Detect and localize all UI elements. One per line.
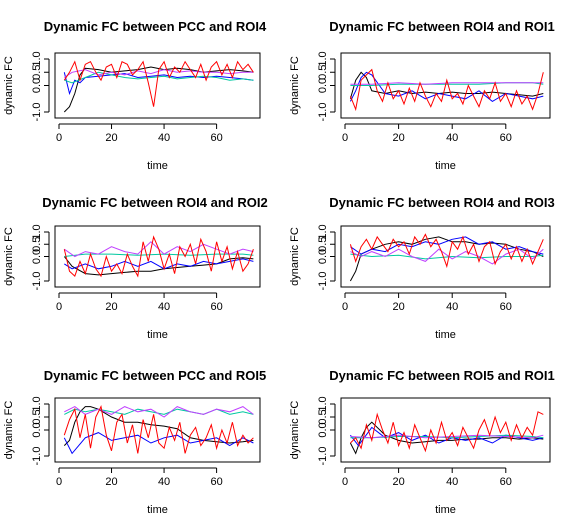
panel-1-y-tick-label: 1.0 xyxy=(31,51,43,66)
panel-2-y-tick-label: 0.5 xyxy=(317,65,329,80)
panel-5-x-tick-label: 0 xyxy=(56,476,62,488)
panel-2-series-line-5 xyxy=(349,68,544,112)
panel-6-x-tick-label: 20 xyxy=(392,476,404,488)
panel-3-y-tick-label: -1.0 xyxy=(31,272,43,291)
panel-4-series-line-2 xyxy=(350,236,544,255)
panel-5-series-line-1 xyxy=(63,406,254,446)
panel-1-x-tick-label: 0 xyxy=(56,132,62,144)
panel-1-y-tick-label: 0.0 xyxy=(31,78,43,93)
panel-6-y-tick-label: -1.0 xyxy=(317,447,329,466)
panel-4-y-tick-label: 0.5 xyxy=(317,237,329,252)
panel-1-y-label: dynamic FC xyxy=(3,56,15,115)
panel-4-plot-frame xyxy=(340,225,551,288)
panel-6-x-tick-label: 0 xyxy=(342,476,348,488)
panel-2-series-line-2 xyxy=(349,71,544,103)
panel-5-y-label: dynamic FC xyxy=(3,401,15,460)
panel-4-y-label: dynamic FC xyxy=(289,227,301,286)
panel-5-x-tick-label: 40 xyxy=(158,476,170,488)
panel-1-x-tick-label: 60 xyxy=(210,132,222,144)
panel-2-title: Dynamic FC between ROI4 and ROI1 xyxy=(329,19,554,34)
panel-3-y-label: dynamic FC xyxy=(3,227,15,286)
panel-2-series-line-4 xyxy=(350,82,544,85)
panel-5-x-label: time xyxy=(147,504,168,516)
panel-2-plot-frame xyxy=(340,52,551,119)
panel-3-x-label: time xyxy=(147,329,168,341)
panel-4-x-tick-label: 60 xyxy=(500,301,512,313)
panel-4-y-tick-label: 0.0 xyxy=(317,249,329,264)
panel-4-title: Dynamic FC between ROI4 and ROI3 xyxy=(329,195,554,210)
panel-1-y-tick-label: -1.0 xyxy=(31,103,43,122)
panel-2-y-tick-label: 0.0 xyxy=(317,78,329,93)
panel-5-y-tick-label: 0.5 xyxy=(31,409,43,424)
panel-5-plot-frame xyxy=(54,397,261,463)
panel-4-series-line-5 xyxy=(349,233,544,269)
panel-1-x-label: time xyxy=(147,160,168,172)
panel-1-series-line-2 xyxy=(63,72,254,96)
panel-3-series-line-3 xyxy=(64,253,254,257)
panel-3-x-tick-label: 0 xyxy=(56,301,62,313)
panel-2-x-tick-label: 0 xyxy=(342,132,348,144)
panel-1-x-tick-label: 40 xyxy=(158,132,170,144)
panel-3-x-tick-label: 60 xyxy=(210,301,222,313)
panel-4-y-tick-label: -1.0 xyxy=(317,272,329,291)
panel-3-series-line-4 xyxy=(64,241,254,258)
panel-1-series-line-1 xyxy=(63,66,254,113)
panel-6-y-tick-label: 1.0 xyxy=(317,396,329,411)
panel-3-series-line-5 xyxy=(63,235,254,278)
panel-3-y-tick-label: 0.0 xyxy=(31,249,43,264)
panel-3-y-tick-label: 0.5 xyxy=(31,237,43,252)
panel-5-x-tick-label: 20 xyxy=(105,476,117,488)
panel-5-series-line-4 xyxy=(64,406,254,418)
panel-6-y-tick-label: 0.0 xyxy=(317,422,329,437)
panel-5-series-line-5 xyxy=(63,405,254,454)
panel-6-x-label: time xyxy=(435,504,456,516)
panel-4-x-tick-label: 40 xyxy=(446,301,458,313)
panel-5-y-tick-label: 0.0 xyxy=(31,422,43,437)
panel-6-series-line-4 xyxy=(350,434,544,439)
panel-1-y-tick-label: 0.5 xyxy=(31,65,43,80)
panel-2-x-tick-label: 40 xyxy=(446,132,458,144)
panel-2-x-tick-label: 20 xyxy=(392,132,404,144)
panel-4-series-line-4 xyxy=(350,248,544,265)
panel-2-x-label: time xyxy=(435,160,456,172)
panel-3-plot-frame xyxy=(54,225,261,288)
panel-2-x-tick-label: 60 xyxy=(500,132,512,144)
panel-1-series-line-3 xyxy=(64,71,254,84)
panel-3-series-line-2 xyxy=(64,258,254,270)
panel-5-y-tick-label: 1.0 xyxy=(31,396,43,411)
panel-3-y-tick-label: 1.0 xyxy=(31,224,43,239)
panel-2-y-tick-label: -1.0 xyxy=(317,103,329,122)
panel-1-plot-frame xyxy=(54,52,261,119)
panel-5-series-line-2 xyxy=(63,432,254,455)
panel-6-x-tick-label: 40 xyxy=(446,476,458,488)
panel-6-plot-frame xyxy=(340,397,551,463)
panel-3-series-line-1 xyxy=(63,256,254,276)
panel-3-title: Dynamic FC between ROI4 and ROI2 xyxy=(42,195,267,210)
panel-4-series-line-1 xyxy=(349,236,544,282)
panel-5-y-tick-label: -1.0 xyxy=(31,447,43,466)
panel-6-x-tick-label: 60 xyxy=(500,476,512,488)
panel-4-x-tick-label: 0 xyxy=(342,301,348,313)
panel-6-series-line-5 xyxy=(350,411,544,453)
panel-2-y-tick-label: 1.0 xyxy=(317,51,329,66)
panel-3-x-tick-label: 20 xyxy=(105,301,117,313)
panel-6-y-label: dynamic FC xyxy=(289,401,301,460)
panel-5-x-tick-label: 60 xyxy=(210,476,222,488)
panel-6-title: Dynamic FC between ROI5 and ROI1 xyxy=(329,368,554,383)
panel-6-y-tick-label: 0.5 xyxy=(317,409,329,424)
panel-5-title: Dynamic FC between PCC and ROI5 xyxy=(44,368,267,383)
panel-1-x-tick-label: 20 xyxy=(105,132,117,144)
panel-1-series-line-5 xyxy=(63,60,254,107)
panel-2-y-label: dynamic FC xyxy=(289,56,301,115)
panel-1-title: Dynamic FC between PCC and ROI4 xyxy=(44,19,267,34)
panel-3-x-tick-label: 40 xyxy=(158,301,170,313)
panel-4-x-tick-label: 20 xyxy=(392,301,404,313)
panel-4-x-label: time xyxy=(435,329,456,341)
panel-4-y-tick-label: 1.0 xyxy=(317,224,329,239)
